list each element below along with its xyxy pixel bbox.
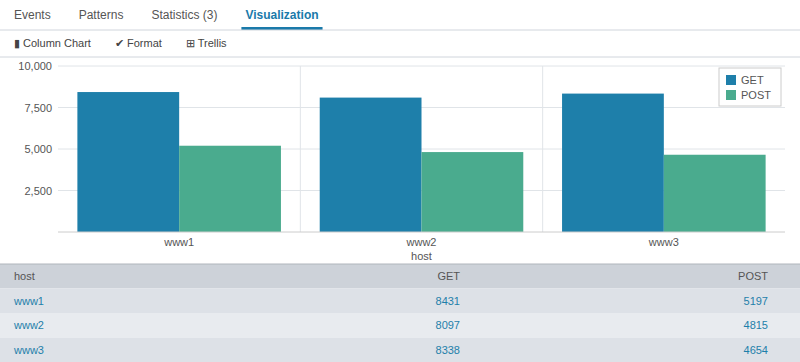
x-axis-line bbox=[58, 232, 785, 233]
group-separator bbox=[300, 66, 301, 232]
table-row-bg bbox=[0, 289, 800, 314]
y-tick-label: 7,500 bbox=[24, 102, 52, 114]
group-separator bbox=[542, 66, 543, 232]
table-row-bg bbox=[0, 313, 800, 338]
x-axis-label: host bbox=[411, 250, 432, 262]
table-row-bg bbox=[0, 338, 800, 362]
table-cell[interactable]: 4815 bbox=[744, 319, 768, 331]
bar bbox=[664, 155, 766, 232]
chart: 2,500 5,000 7,500 10,000 www1 www2 www3 host GET… bbox=[18, 60, 785, 262]
page: Events Patterns Statistics (3) Visualizatio… bbox=[0, 0, 800, 362]
legend-swatch bbox=[726, 90, 736, 100]
tab-bar: Events Patterns Statistics (3) Visualizatio… bbox=[0, 8, 800, 30]
table-cell[interactable]: 8431 bbox=[436, 295, 460, 307]
table-header[interactable]: host bbox=[14, 270, 35, 282]
bar bbox=[77, 92, 179, 232]
legend: GET POST bbox=[719, 68, 781, 106]
bars bbox=[77, 92, 765, 232]
tab[interactable]: Visualization bbox=[245, 8, 318, 22]
grid-line bbox=[58, 66, 785, 67]
tab[interactable]: Events bbox=[14, 8, 51, 22]
table-header[interactable]: POST bbox=[738, 270, 768, 282]
table-cell[interactable]: www1 bbox=[13, 295, 44, 307]
y-tick-label: 2,500 bbox=[24, 185, 52, 197]
page-canvas: Events Patterns Statistics (3) Visualizatio… bbox=[0, 0, 800, 362]
toolbar-item[interactable]: ✔ Format bbox=[115, 37, 162, 49]
x-tick-label: www3 bbox=[648, 236, 679, 248]
table-cell[interactable]: www2 bbox=[13, 319, 44, 331]
table-top-border bbox=[0, 264, 800, 265]
background bbox=[0, 0, 800, 362]
tab[interactable]: Statistics (3) bbox=[151, 8, 217, 22]
legend-frame bbox=[719, 68, 781, 106]
legend-swatch bbox=[726, 75, 736, 85]
tab[interactable]: Patterns bbox=[79, 8, 124, 22]
legend-label: GET bbox=[741, 74, 764, 86]
bar bbox=[320, 98, 422, 232]
toolbar-item[interactable]: ▮ Column Chart bbox=[14, 37, 91, 49]
toolbar: ▮ Column Chart ✔ Format ⊞ Trellis bbox=[0, 37, 800, 57]
table-cell[interactable]: www3 bbox=[13, 344, 44, 356]
y-tick-label: 10,000 bbox=[18, 60, 52, 72]
tab-border bbox=[0, 30, 800, 31]
x-tick-label: www1 bbox=[163, 236, 194, 248]
table-header[interactable]: GET bbox=[437, 270, 460, 282]
bar bbox=[422, 152, 524, 232]
table-header-bg bbox=[0, 264, 800, 289]
table-cell[interactable]: 5197 bbox=[744, 295, 768, 307]
bar bbox=[179, 146, 281, 232]
table-cell[interactable]: 8097 bbox=[436, 319, 460, 331]
toolbar-border bbox=[0, 57, 800, 58]
table-cell[interactable]: 8338 bbox=[436, 344, 460, 356]
legend-label: POST bbox=[741, 89, 771, 101]
y-tick-label: 5,000 bbox=[24, 143, 52, 155]
data-table: host GET POST www1 8431 5197 www2 8097 4815 www3 8… bbox=[0, 264, 800, 362]
grid bbox=[58, 66, 785, 232]
x-tick-label: www2 bbox=[406, 236, 437, 248]
table-cell[interactable]: 4654 bbox=[744, 344, 768, 356]
bar bbox=[562, 94, 664, 232]
toolbar-item[interactable]: ⊞ Trellis bbox=[186, 37, 227, 49]
